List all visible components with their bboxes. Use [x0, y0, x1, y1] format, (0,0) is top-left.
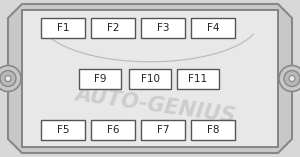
Text: F8: F8 — [207, 125, 219, 135]
Bar — [129, 69, 171, 89]
Bar — [91, 18, 135, 38]
Text: F4: F4 — [207, 23, 219, 33]
Circle shape — [284, 70, 300, 87]
Text: F3: F3 — [157, 23, 169, 33]
Text: F7: F7 — [157, 125, 169, 135]
Bar — [141, 18, 185, 38]
Circle shape — [279, 65, 300, 92]
Bar — [191, 18, 235, 38]
Bar — [41, 18, 85, 38]
Bar — [141, 120, 185, 140]
Circle shape — [0, 65, 21, 92]
Text: F2: F2 — [107, 23, 119, 33]
Bar — [79, 69, 121, 89]
Text: AUTO-GENIUS: AUTO-GENIUS — [74, 84, 236, 126]
Text: F1: F1 — [57, 23, 69, 33]
Circle shape — [0, 70, 16, 87]
Bar — [177, 69, 219, 89]
Text: F11: F11 — [188, 74, 208, 84]
Circle shape — [5, 76, 11, 81]
Text: F9: F9 — [94, 74, 106, 84]
Bar — [41, 120, 85, 140]
Text: F6: F6 — [107, 125, 119, 135]
Circle shape — [289, 76, 295, 81]
Text: F5: F5 — [57, 125, 69, 135]
Text: F10: F10 — [140, 74, 160, 84]
Bar — [91, 120, 135, 140]
Polygon shape — [8, 4, 292, 153]
Bar — [191, 120, 235, 140]
Bar — [22, 10, 278, 147]
